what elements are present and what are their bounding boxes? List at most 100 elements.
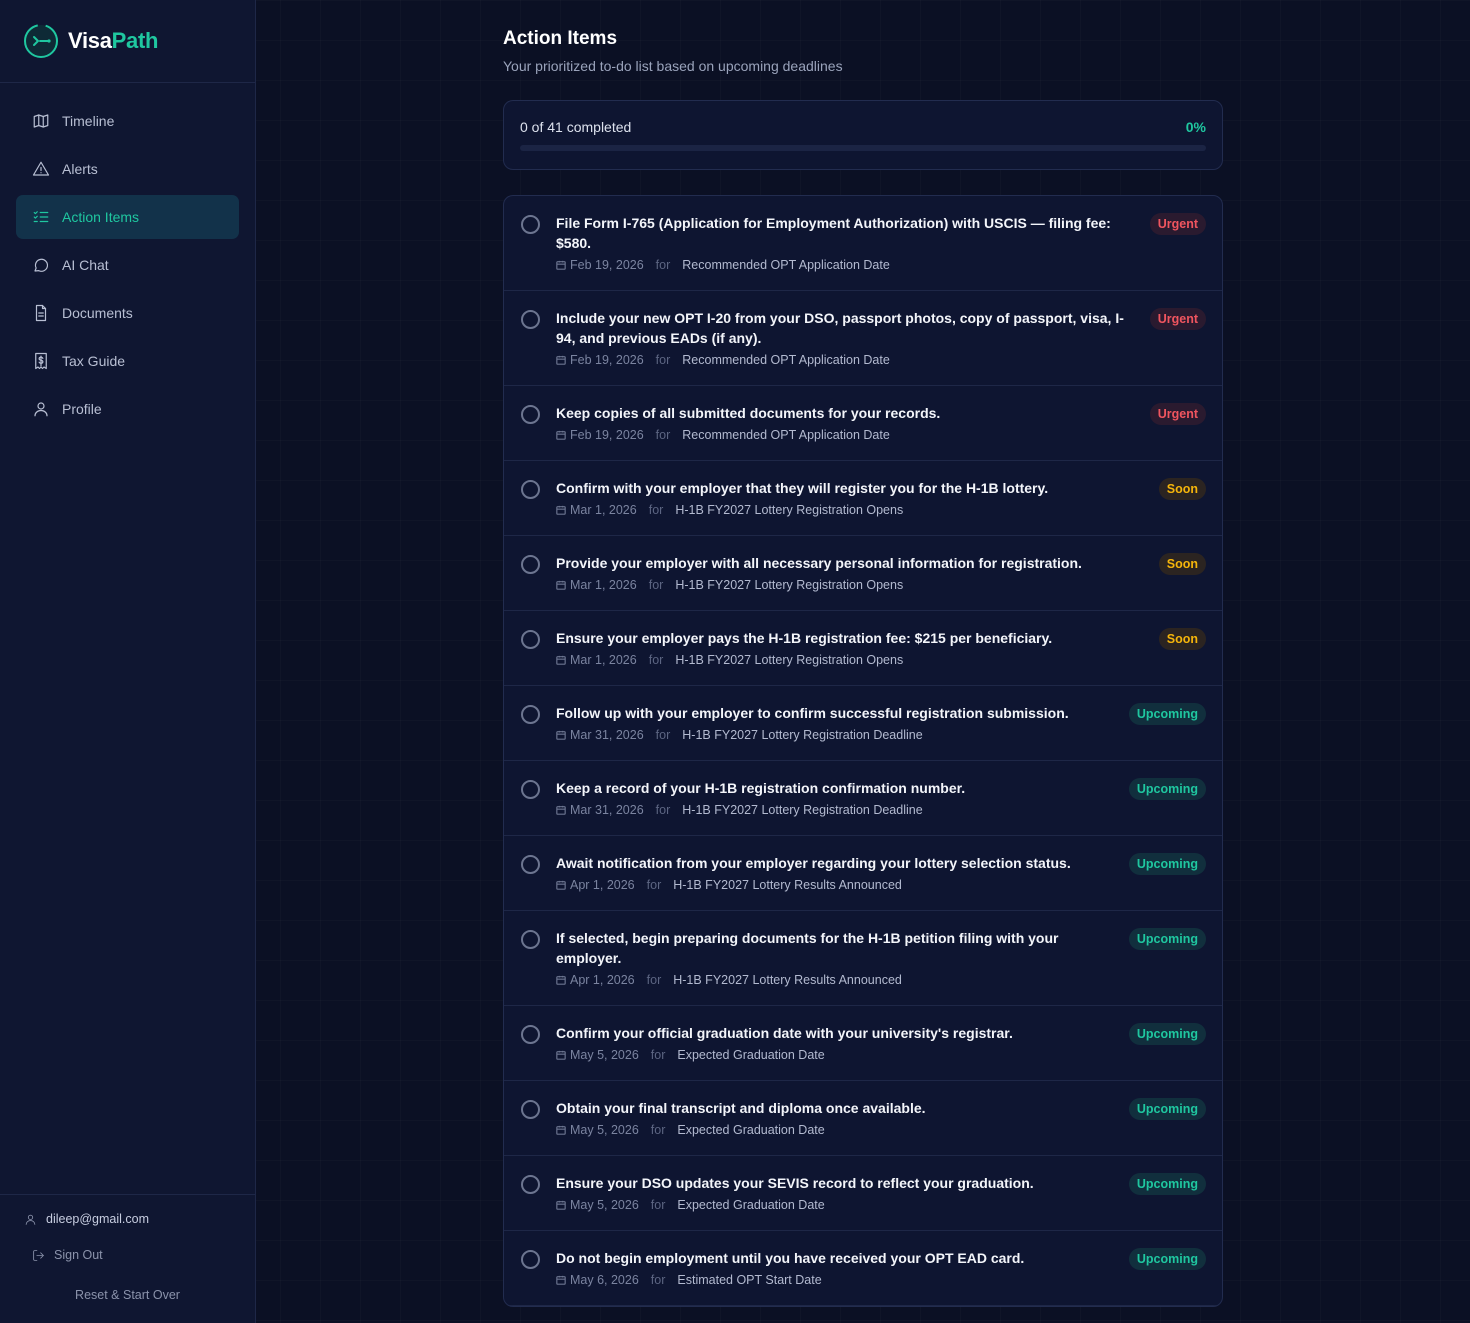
sidebar-item-label: Action Items xyxy=(62,209,140,225)
action-item[interactable]: Confirm your official graduation date wi… xyxy=(504,1006,1222,1081)
action-item[interactable]: Do not begin employment until you have r… xyxy=(504,1231,1222,1306)
reset-button[interactable]: Reset & Start Over xyxy=(75,1288,180,1302)
priority-badge: Soon xyxy=(1158,628,1206,650)
action-item-for-label: for xyxy=(650,1123,666,1137)
action-item-event: Expected Graduation Date xyxy=(677,1198,825,1212)
action-item[interactable]: Include your new OPT I-20 from your DSO,… xyxy=(504,291,1222,386)
action-item-for-label: for xyxy=(646,878,662,892)
complete-checkbox[interactable] xyxy=(521,1025,540,1044)
sidebar-item-documents[interactable]: Documents xyxy=(16,291,239,335)
sidebar-footer: dileep@gmail.com Sign Out Reset & Start … xyxy=(0,1194,255,1323)
brand[interactable]: VisaPath xyxy=(0,0,255,83)
map-icon xyxy=(33,114,49,128)
action-item-meta: May 5, 2026 for Expected Graduation Date xyxy=(556,1197,1206,1213)
calendar-icon xyxy=(556,1050,566,1060)
page-subtitle: Your prioritized to-do list based on upc… xyxy=(503,58,843,74)
user-icon xyxy=(34,402,48,417)
priority-badge: Upcoming xyxy=(1128,1248,1206,1270)
sidebar-item-ai-chat[interactable]: AI Chat xyxy=(16,243,239,287)
sidebar-item-tax-guide[interactable]: Tax Guide xyxy=(16,339,239,383)
action-item-meta: May 5, 2026 for Expected Graduation Date xyxy=(556,1122,1206,1138)
action-item-event: H-1B FY2027 Lottery Results Announced xyxy=(673,878,902,892)
calendar-icon xyxy=(556,505,566,515)
action-item[interactable]: Follow up with your employer to confirm … xyxy=(504,686,1222,761)
action-item-meta: Apr 1, 2026 for H-1B FY2027 Lottery Result… xyxy=(556,877,1206,893)
complete-checkbox[interactable] xyxy=(521,855,540,874)
action-item-title: Ensure your employer pays the H-1B regis… xyxy=(556,630,1053,646)
action-item-event: Estimated OPT Start Date xyxy=(677,1273,822,1287)
sidebar-item-action-items[interactable]: Action Items xyxy=(16,195,239,239)
complete-checkbox[interactable] xyxy=(521,1250,540,1269)
sidebar-item-label: Timeline xyxy=(62,113,115,129)
calendar-icon xyxy=(556,880,566,890)
sidebar-item-label: Profile xyxy=(62,401,102,417)
priority-badge: Upcoming xyxy=(1128,928,1206,950)
action-item[interactable]: Confirm with your employer that they wil… xyxy=(504,461,1222,536)
complete-checkbox[interactable] xyxy=(521,480,540,499)
sidebar-item-alerts[interactable]: Alerts xyxy=(16,147,239,191)
action-item[interactable]: File Form I-765 (Application for Employm… xyxy=(504,196,1222,291)
action-item-title: Keep copies of all submitted documents f… xyxy=(556,405,941,421)
action-item[interactable]: Obtain your final transcript and diploma… xyxy=(504,1081,1222,1156)
sidebar-item-label: Alerts xyxy=(62,161,98,177)
action-item-event: H-1B FY2027 Lottery Registration Opens xyxy=(675,578,904,592)
calendar-icon xyxy=(556,355,566,365)
priority-badge: Upcoming xyxy=(1128,1173,1206,1195)
action-item-for-label: for xyxy=(655,258,671,272)
action-item-date: Feb 19, 2026 xyxy=(570,353,644,367)
action-item-meta: Mar 31, 2026 for H-1B FY2027 Lottery Regis… xyxy=(556,727,1206,743)
progress-card: 0 of 41 completed 0% xyxy=(503,100,1223,170)
priority-badge: Upcoming xyxy=(1128,1023,1206,1045)
brand-name: VisaPath xyxy=(68,28,158,54)
action-item-event: H-1B FY2027 Lottery Registration Deadlin… xyxy=(682,803,923,817)
action-item-event: H-1B FY2027 Lottery Registration Opens xyxy=(675,653,904,667)
action-item-title: Await notification from your employer re… xyxy=(556,855,1071,871)
action-item[interactable]: Ensure your employer pays the H-1B regis… xyxy=(504,611,1222,686)
action-item-event: H-1B FY2027 Lottery Results Announced xyxy=(673,973,902,987)
action-item[interactable]: Provide your employer with all necessary… xyxy=(504,536,1222,611)
action-item-event: Expected Graduation Date xyxy=(677,1123,825,1137)
calendar-icon xyxy=(556,975,566,985)
sidebar-item-timeline[interactable]: Timeline xyxy=(16,99,239,143)
complete-checkbox[interactable] xyxy=(521,215,540,234)
action-item-for-label: for xyxy=(648,503,664,517)
complete-checkbox[interactable] xyxy=(521,705,540,724)
action-item[interactable]: Keep copies of all submitted documents f… xyxy=(504,386,1222,461)
action-item-title: Keep a record of your H-1B registration … xyxy=(556,780,966,796)
sign-out-button[interactable]: Sign Out xyxy=(24,1247,231,1263)
action-item-date: Mar 1, 2026 xyxy=(570,653,637,667)
sidebar-item-profile[interactable]: Profile xyxy=(16,387,239,431)
calendar-icon xyxy=(556,1275,566,1285)
action-item[interactable]: Ensure your DSO updates your SEVIS recor… xyxy=(504,1156,1222,1231)
priority-badge: Urgent xyxy=(1149,308,1206,330)
complete-checkbox[interactable] xyxy=(521,405,540,424)
complete-checkbox[interactable] xyxy=(521,310,540,329)
action-item-date: Feb 19, 2026 xyxy=(570,428,644,442)
receipt-dollar-icon xyxy=(35,352,47,370)
brand-name-prefix: Visa xyxy=(68,28,112,53)
action-item-meta: Apr 1, 2026 for H-1B FY2027 Lottery Result… xyxy=(556,972,1206,988)
complete-checkbox[interactable] xyxy=(521,1100,540,1119)
action-item-meta: Feb 19, 2026 for Recommended OPT Applicati… xyxy=(556,352,1206,368)
action-item[interactable]: Keep a record of your H-1B registration … xyxy=(504,761,1222,836)
action-item-for-label: for xyxy=(650,1048,666,1062)
complete-checkbox[interactable] xyxy=(521,555,540,574)
action-item-date: Feb 19, 2026 xyxy=(570,258,644,272)
complete-checkbox[interactable] xyxy=(521,1175,540,1194)
action-item-for-label: for xyxy=(648,578,664,592)
action-item-date: May 5, 2026 xyxy=(570,1198,639,1212)
action-item-event: Recommended OPT Application Date xyxy=(682,353,890,367)
action-item[interactable]: Await notification from your employer re… xyxy=(504,836,1222,911)
action-item-date: May 6, 2026 xyxy=(570,1273,639,1287)
complete-checkbox[interactable] xyxy=(521,930,540,949)
priority-badge: Upcoming xyxy=(1128,1098,1206,1120)
action-item[interactable]: If selected, begin preparing documents f… xyxy=(504,911,1222,1006)
complete-checkbox[interactable] xyxy=(521,780,540,799)
chat-bubble-icon xyxy=(34,258,49,272)
complete-checkbox[interactable] xyxy=(521,630,540,649)
priority-badge: Upcoming xyxy=(1128,778,1206,800)
priority-badge: Upcoming xyxy=(1128,853,1206,875)
calendar-icon xyxy=(556,580,566,590)
priority-badge: Upcoming xyxy=(1128,703,1206,725)
action-item-title: Follow up with your employer to confirm … xyxy=(556,705,1069,721)
